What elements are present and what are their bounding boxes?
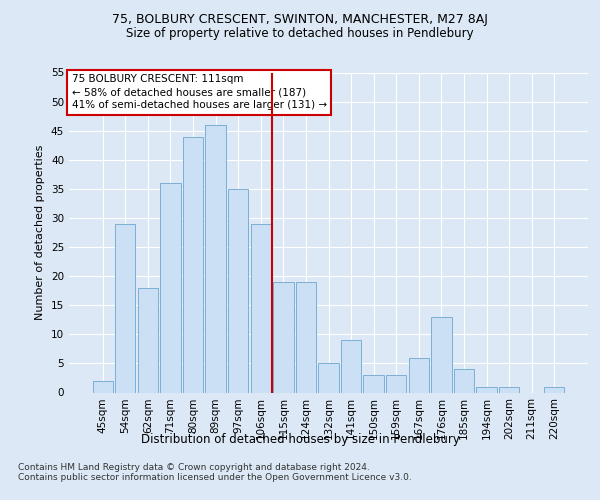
Bar — [183, 136, 203, 392]
Text: 75 BOLBURY CRESCENT: 111sqm
← 58% of detached houses are smaller (187)
41% of se: 75 BOLBURY CRESCENT: 111sqm ← 58% of det… — [71, 74, 327, 110]
Bar — [319, 364, 338, 392]
Text: Contains HM Land Registry data © Crown copyright and database right 2024.
Contai: Contains HM Land Registry data © Crown c… — [18, 462, 412, 482]
Bar — [205, 125, 226, 392]
Bar — [251, 224, 271, 392]
Text: Distribution of detached houses by size in Pendlebury: Distribution of detached houses by size … — [140, 432, 460, 446]
Bar — [273, 282, 293, 393]
Text: 75, BOLBURY CRESCENT, SWINTON, MANCHESTER, M27 8AJ: 75, BOLBURY CRESCENT, SWINTON, MANCHESTE… — [112, 12, 488, 26]
Bar — [431, 317, 452, 392]
Y-axis label: Number of detached properties: Number of detached properties — [35, 145, 46, 320]
Bar — [386, 375, 406, 392]
Bar — [228, 189, 248, 392]
Bar — [341, 340, 361, 392]
Bar — [296, 282, 316, 393]
Text: Size of property relative to detached houses in Pendlebury: Size of property relative to detached ho… — [126, 28, 474, 40]
Bar — [476, 386, 497, 392]
Bar — [544, 386, 565, 392]
Bar — [499, 386, 519, 392]
Bar — [115, 224, 136, 392]
Bar — [454, 369, 474, 392]
Bar — [160, 183, 181, 392]
Bar — [364, 375, 384, 392]
Bar — [138, 288, 158, 393]
Bar — [92, 381, 113, 392]
Bar — [409, 358, 429, 392]
